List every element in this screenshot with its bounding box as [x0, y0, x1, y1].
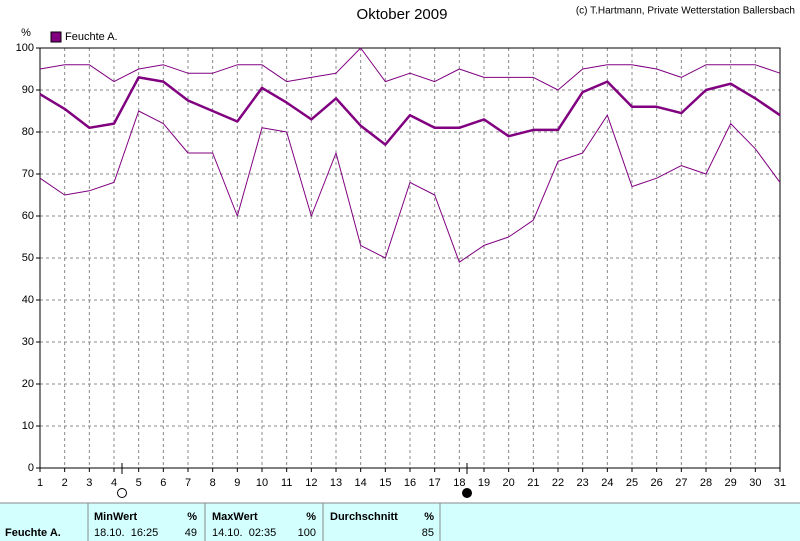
y-tick-label: 80	[22, 126, 34, 138]
x-tick-label: 11	[281, 477, 292, 489]
x-tick-label: 23	[577, 477, 589, 489]
stats-header: MaxWert	[212, 511, 258, 523]
x-tick-label: 17	[429, 477, 441, 489]
x-tick-label: 22	[552, 477, 564, 489]
x-tick-label: 30	[749, 477, 761, 489]
copyright: (c) T.Hartmann, Private Wetterstation Ba…	[576, 6, 795, 17]
x-tick-label: 29	[725, 477, 737, 489]
series-line	[39, 110, 781, 263]
plot-frame	[39, 47, 781, 469]
x-tick-label: 6	[160, 477, 166, 489]
y-tick-label: 50	[22, 252, 34, 264]
x-tick-label: 7	[185, 477, 191, 489]
x-tick-label: 9	[234, 477, 240, 489]
x-tick-label: 24	[601, 477, 613, 489]
chart-title: Oktober 2009	[357, 6, 448, 23]
y-tick-label: 20	[22, 378, 34, 390]
stats-unit: %	[306, 511, 316, 523]
legend-label: Feuchte A.	[65, 31, 118, 43]
stats-value: 85	[422, 527, 434, 539]
stats-value: 49	[185, 527, 197, 539]
x-tick-label: 25	[626, 477, 638, 489]
x-tick-label: 31	[774, 477, 786, 489]
full-moon	[117, 488, 127, 498]
x-tick-label: 5	[136, 477, 142, 489]
series-line	[39, 76, 781, 146]
stats-when: 14.10. 02:35	[212, 527, 276, 539]
y-tick-label: 60	[22, 210, 34, 222]
y-tick-label: 30	[22, 336, 34, 348]
y-tick-label: 40	[22, 294, 34, 306]
x-tick-label: 3	[86, 477, 92, 489]
series-line	[39, 47, 781, 91]
x-tick-label: 4	[111, 477, 117, 489]
y-tick-label: 90	[22, 84, 34, 96]
y-tick-label: 10	[22, 420, 34, 432]
x-tick-label: 16	[404, 477, 416, 489]
legend-swatch	[50, 31, 62, 43]
x-tick-label: 12	[305, 477, 317, 489]
stats-table: Feuchte A.	[0, 502, 800, 541]
x-tick-label: 26	[651, 477, 663, 489]
y-tick-label: 0	[28, 462, 34, 474]
x-tick-label: 14	[355, 477, 367, 489]
new-moon	[462, 488, 472, 498]
y-tick-label: 100	[16, 42, 34, 54]
x-tick-label: 19	[478, 477, 490, 489]
stats-unit: %	[424, 511, 434, 523]
stats-header: Durchschnitt	[330, 511, 398, 523]
stats-value: 100	[298, 527, 316, 539]
x-tick-label: 15	[379, 477, 391, 489]
stats-header: MinWert	[94, 511, 138, 523]
x-tick-label: 13	[330, 477, 342, 489]
y-unit: %	[21, 27, 31, 39]
x-tick-label: 2	[62, 477, 68, 489]
x-tick-label: 1	[37, 477, 43, 489]
x-tick-label: 27	[675, 477, 687, 489]
stats-unit: %	[187, 511, 197, 523]
x-tick-label: 18	[453, 477, 465, 489]
stats-row-label: Feuchte A.	[5, 527, 61, 539]
stats-when: 18.10. 16:25	[94, 527, 158, 539]
x-tick-label: 8	[210, 477, 216, 489]
y-tick-label: 70	[22, 168, 34, 180]
x-tick-label: 28	[700, 477, 712, 489]
stats-bg	[0, 503, 800, 541]
x-tick-label: 10	[256, 477, 268, 489]
x-tick-label: 20	[503, 477, 515, 489]
x-tick-label: 21	[527, 477, 539, 489]
